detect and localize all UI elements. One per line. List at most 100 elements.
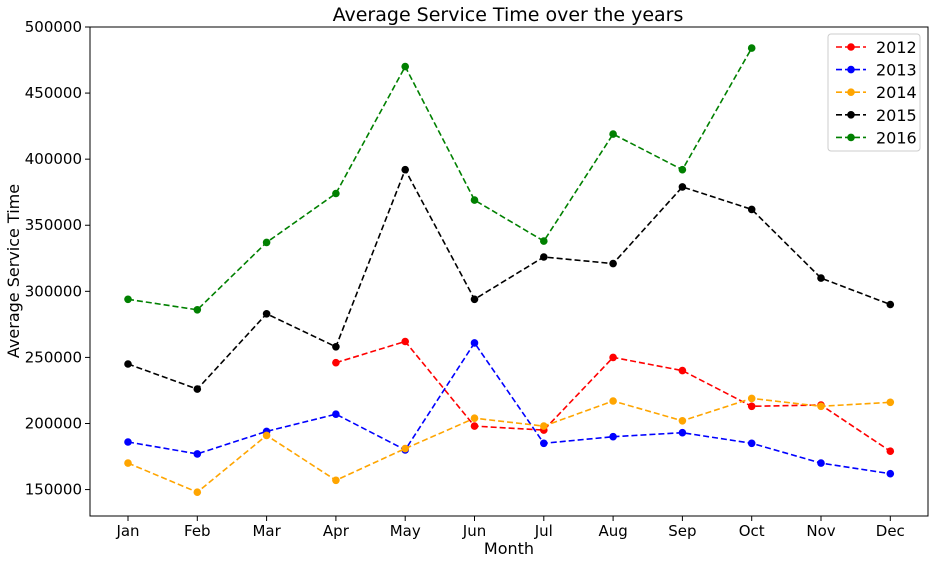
data-point <box>193 488 202 497</box>
data-point <box>193 385 202 393</box>
legend-label: 2014 <box>876 83 917 102</box>
data-point <box>401 444 410 453</box>
data-point <box>332 358 340 367</box>
data-point <box>332 343 340 351</box>
legend-label: 2013 <box>876 61 917 80</box>
data-point <box>747 402 756 411</box>
y-tick-label: 400000 <box>25 150 82 168</box>
legend: 2012 2013 2014 2015 2016 <box>827 33 921 152</box>
x-tick-label: Jul <box>534 522 553 540</box>
chart-title: Average Service Time over the years <box>333 4 684 26</box>
series-2014 <box>124 394 895 497</box>
data-point <box>678 417 687 425</box>
x-axis-title: Month <box>484 539 534 558</box>
data-point <box>886 469 895 478</box>
y-tick-label: 150000 <box>25 481 82 499</box>
x-tick-label: Jan <box>115 522 139 540</box>
data-point <box>817 274 825 282</box>
data-point <box>678 165 687 174</box>
data-point <box>401 165 410 174</box>
data-point <box>470 422 479 430</box>
data-point <box>332 410 340 419</box>
data-point <box>124 360 132 368</box>
x-tick-label: Mar <box>252 522 281 540</box>
legend-item: 2016 <box>836 128 917 147</box>
data-point <box>401 337 410 346</box>
data-point <box>886 447 895 456</box>
data-point <box>124 438 132 446</box>
data-point <box>262 310 271 318</box>
data-point <box>817 459 825 467</box>
x-tick-label: Feb <box>184 522 211 540</box>
data-point <box>747 205 756 214</box>
x-tick-label: Nov <box>806 522 835 540</box>
series-line-2016 <box>127 47 753 311</box>
data-point <box>886 398 895 407</box>
data-point <box>678 366 687 375</box>
series-line-2015 <box>127 167 891 391</box>
legend-box <box>827 33 921 152</box>
legend-marker <box>847 88 855 96</box>
data-point <box>193 450 202 458</box>
data-point <box>470 196 479 204</box>
x-tick-label: Aug <box>598 522 627 540</box>
legend-item: 2015 <box>836 106 917 125</box>
x-tick-label: Oct <box>739 522 765 540</box>
legend-label: 2015 <box>876 106 917 125</box>
legend-label: 2012 <box>876 38 917 57</box>
data-point <box>193 306 202 314</box>
legend-marker <box>847 133 855 142</box>
data-point <box>678 183 687 191</box>
legend-item: 2013 <box>836 61 917 80</box>
data-point <box>124 295 132 304</box>
x-tick-label: Dec <box>876 522 905 540</box>
y-tick-label: 500000 <box>25 18 82 36</box>
x-tick-label: May <box>390 522 421 540</box>
data-point <box>332 189 340 198</box>
data-point <box>747 439 756 448</box>
data-point <box>540 422 548 430</box>
legend-label: 2016 <box>876 128 917 147</box>
data-point <box>540 237 548 245</box>
legend-item: 2012 <box>836 38 917 57</box>
data-point <box>470 295 479 304</box>
legend-item: 2014 <box>836 83 917 102</box>
data-point <box>609 353 617 362</box>
y-axis-title: Average Service Time <box>4 184 23 358</box>
y-axis: 150000 200000 250000 300000 350000 400000 4500… <box>25 18 90 499</box>
data-point <box>470 414 479 423</box>
x-tick-label: Jun <box>462 522 486 540</box>
data-point <box>124 459 132 467</box>
x-tick-label: Sep <box>668 522 696 540</box>
data-point <box>609 259 617 268</box>
series-line-2014 <box>127 397 891 494</box>
data-point <box>747 394 756 403</box>
data-point <box>470 339 479 347</box>
plot-area-frame <box>89 26 929 517</box>
y-tick-label: 200000 <box>25 414 82 432</box>
data-point <box>540 439 548 448</box>
y-tick-label: 300000 <box>25 282 82 300</box>
data-point <box>401 62 410 71</box>
x-tick-label: Apr <box>323 522 350 540</box>
data-point <box>678 428 687 437</box>
data-point <box>262 431 271 440</box>
data-point <box>609 432 617 441</box>
x-axis: Jan Feb Mar Apr May Jun Jul Aug Sep Oct Nov Dec <box>115 516 905 540</box>
series-2015 <box>124 165 895 393</box>
data-point <box>747 44 756 52</box>
y-tick-label: 250000 <box>25 348 82 366</box>
data-point <box>817 402 825 411</box>
data-point <box>332 476 340 485</box>
y-tick-label: 450000 <box>25 84 82 102</box>
legend-marker <box>847 111 855 119</box>
y-tick-label: 350000 <box>25 216 82 234</box>
series-2016 <box>124 44 756 314</box>
legend-marker <box>847 43 855 51</box>
data-point <box>886 300 895 309</box>
series-layer <box>124 44 895 497</box>
data-point <box>609 130 617 138</box>
data-point <box>609 397 617 405</box>
series-line-2013 <box>127 341 891 475</box>
